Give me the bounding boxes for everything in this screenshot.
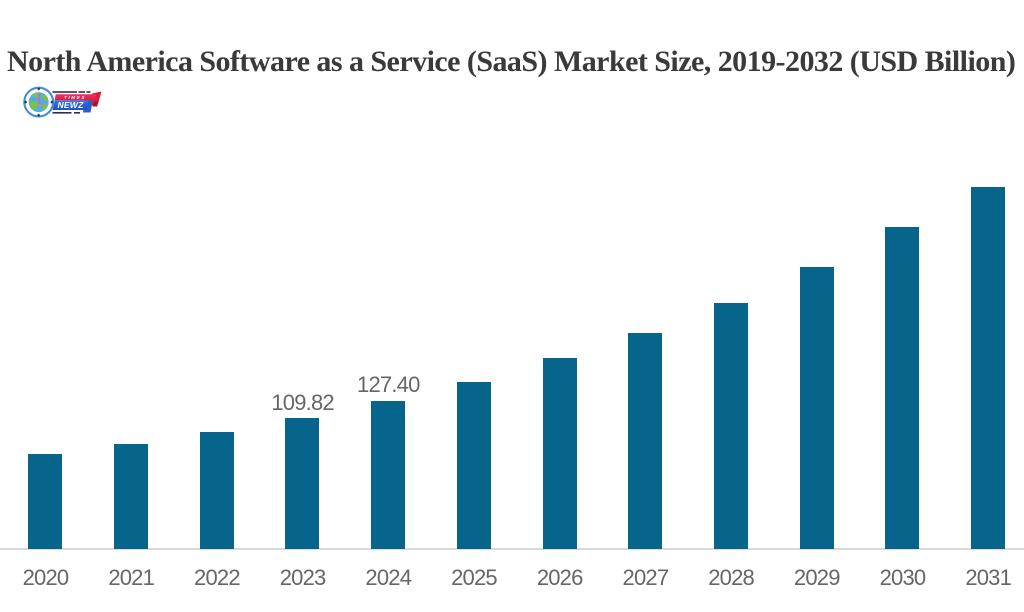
svg-text:NEWZ: NEWZ [57,100,84,110]
svg-text:TIMES: TIMES [64,95,86,100]
